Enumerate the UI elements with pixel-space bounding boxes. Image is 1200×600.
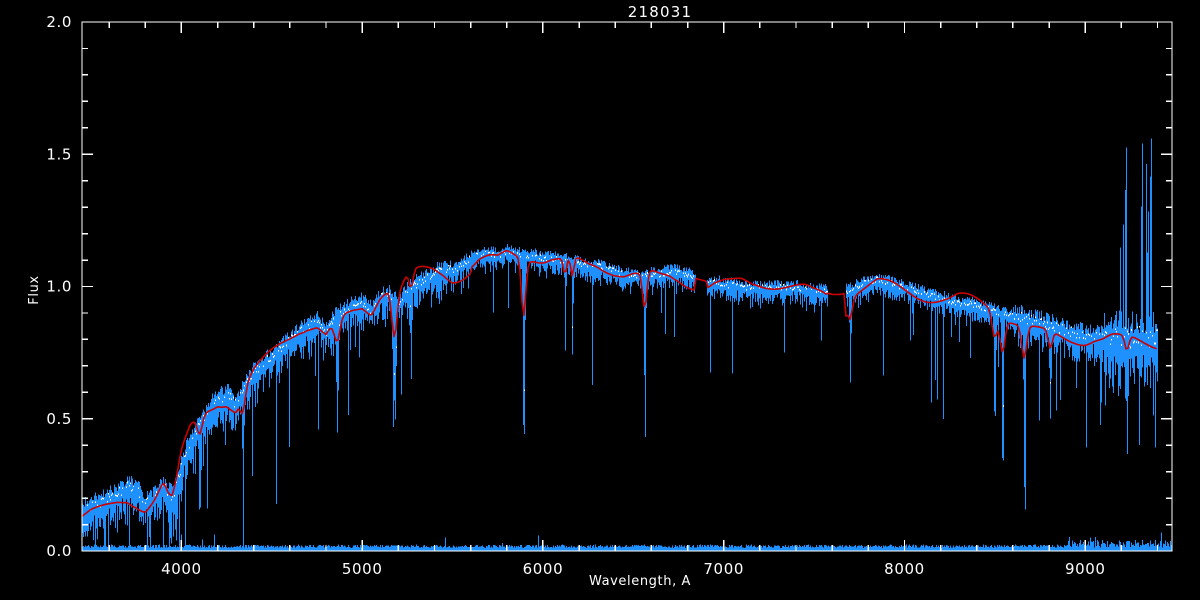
x-axis-tick-label: 6000 <box>523 560 564 578</box>
x-axis-tick-label: 9000 <box>1065 560 1106 578</box>
y-axis-tick-label: 0.0 <box>46 542 72 560</box>
y-axis-tick-label: 1.5 <box>46 145 72 163</box>
x-axis-tick-label: 4000 <box>161 560 202 578</box>
x-axis-tick-label: 7000 <box>703 560 744 578</box>
y-axis-tick-label: 0.5 <box>46 410 72 428</box>
y-axis-tick-label: 1.0 <box>46 278 72 296</box>
x-axis-tick-label: 8000 <box>884 560 925 578</box>
data-layer <box>82 138 1172 551</box>
model-fit-trace <box>82 249 1157 518</box>
axes-layer: 4000 5000 6000 7000 8000 9000 0.0 0.5 1.0 1.5 2.0 <box>46 13 1173 578</box>
page-title: 218031 <box>628 3 692 21</box>
x-axis-label: Wavelength, A <box>589 574 691 589</box>
y-axis-label: Flux <box>27 275 42 304</box>
y-axis-tick-label: 2.0 <box>46 13 72 31</box>
x-axis-tick-label: 5000 <box>342 560 383 578</box>
